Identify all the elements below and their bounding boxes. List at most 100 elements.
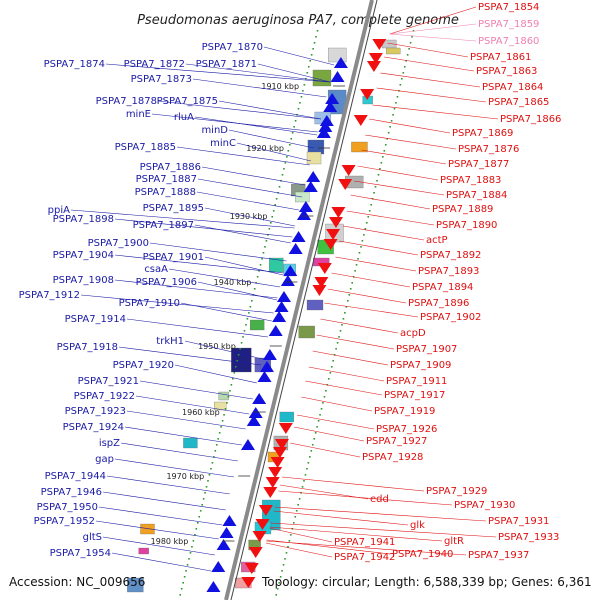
track-dot	[240, 342, 243, 344]
track-dot	[367, 216, 370, 218]
track-dot	[307, 462, 310, 464]
gene-label-left: PSPA7_1874	[44, 59, 105, 70]
gene-arrow	[298, 201, 313, 212]
gene-label-right: PSPA7_1864	[482, 82, 543, 93]
track-dot	[309, 60, 311, 62]
gene-arrow	[222, 515, 237, 526]
gene-label-right: actP	[426, 235, 448, 246]
track-dot	[227, 396, 230, 398]
track-dot	[297, 108, 300, 110]
gene-arrow	[323, 239, 338, 250]
gene-label-left: PSPA7_1878	[96, 96, 157, 107]
gene-label-left: PSPA7_1912	[19, 290, 80, 301]
track-dot	[312, 48, 314, 50]
track-dot	[306, 72, 309, 74]
track-dot	[278, 186, 281, 188]
gene-arrow	[326, 229, 341, 240]
track-dot	[338, 336, 340, 338]
track-dot	[390, 120, 393, 122]
gene-label-right: PSPA7_1863	[476, 66, 537, 77]
genome-summary-text: Topology: circular; Length: 6,588,339 bp…	[262, 575, 592, 589]
track-dot	[276, 588, 279, 590]
label-leader-right	[384, 56, 475, 72]
track-dot	[364, 228, 367, 230]
feature-block	[127, 577, 144, 593]
track-dot	[196, 522, 199, 524]
track-dot	[304, 474, 307, 476]
gene-label-left: minE	[126, 109, 151, 120]
track-dot	[294, 120, 297, 122]
track-dot	[272, 210, 275, 212]
track-dot	[243, 330, 246, 332]
gene-label-right: PSPA7_1928	[362, 452, 423, 463]
gene-arrow	[306, 171, 321, 182]
gene-label-right: PSPA7_1937	[468, 550, 529, 561]
track-dot	[373, 192, 375, 194]
track-dot	[288, 144, 291, 146]
track-dot	[344, 312, 346, 314]
gene-label-right: PSPA7_1919	[374, 406, 435, 417]
track-dot	[316, 426, 318, 428]
label-leader-left	[149, 242, 287, 262]
track-dot	[395, 102, 397, 104]
gene-arrow	[368, 53, 383, 64]
label-leader-left	[174, 364, 257, 384]
label-leader-right	[279, 484, 369, 500]
track-dot	[275, 198, 278, 200]
track-dot	[330, 366, 333, 368]
track-dot	[284, 162, 287, 164]
label-leader-left	[102, 491, 226, 511]
gene-label-left: ispZ	[99, 438, 120, 449]
track-dot	[389, 126, 391, 128]
track-dot	[357, 258, 359, 260]
gene-arrow	[262, 349, 277, 360]
track-dot	[288, 540, 291, 542]
feature-block	[218, 391, 229, 401]
gene-arrow	[219, 527, 234, 538]
label-leader-right	[389, 6, 477, 35]
track-dot	[341, 324, 343, 326]
track-dot	[370, 204, 372, 206]
track-dot	[223, 414, 225, 416]
gene-label-right: PSPA7_1930	[454, 500, 515, 511]
track-dot	[380, 162, 383, 164]
gene-label-left: PSPA7_1921	[78, 376, 139, 387]
track-dot	[348, 294, 351, 296]
track-dot	[287, 546, 289, 548]
track-dot	[383, 150, 386, 152]
track-dot	[303, 84, 306, 86]
feature-block	[214, 401, 227, 411]
track-dot	[213, 456, 215, 458]
track-dot	[323, 396, 326, 398]
label-leader-left	[126, 318, 269, 338]
label-leader-left	[218, 100, 322, 120]
label-leader-left	[192, 78, 327, 98]
track-dot	[287, 150, 290, 152]
label-leader-right	[339, 240, 419, 256]
gene-arrow	[265, 477, 280, 488]
track-dot	[313, 438, 316, 440]
track-dot	[345, 306, 348, 308]
feature-block	[351, 141, 368, 153]
track-dot	[256, 276, 259, 278]
label-leader-left	[120, 442, 238, 462]
track-dot	[283, 168, 285, 170]
label-leader-right	[278, 490, 453, 506]
label-leader-left	[114, 218, 293, 238]
gene-arrow	[291, 231, 306, 242]
gene-label-left: PSPA7_1923	[65, 406, 126, 417]
track-dot	[236, 360, 238, 362]
track-dot	[376, 180, 378, 182]
track-dot	[320, 408, 323, 410]
track-dot	[249, 306, 252, 308]
label-leader-left	[176, 146, 310, 166]
gene-arrow	[216, 539, 231, 550]
track-dot	[258, 270, 260, 272]
gene-label-right: PSPA7_1927	[366, 436, 427, 447]
gene-arrow	[274, 301, 289, 312]
label-leader-right	[290, 442, 361, 458]
label-leader-left	[80, 294, 274, 314]
gene-arrow	[296, 209, 311, 220]
gene-label-left: PSPA7_1944	[45, 471, 106, 482]
label-leader-left	[194, 224, 291, 244]
